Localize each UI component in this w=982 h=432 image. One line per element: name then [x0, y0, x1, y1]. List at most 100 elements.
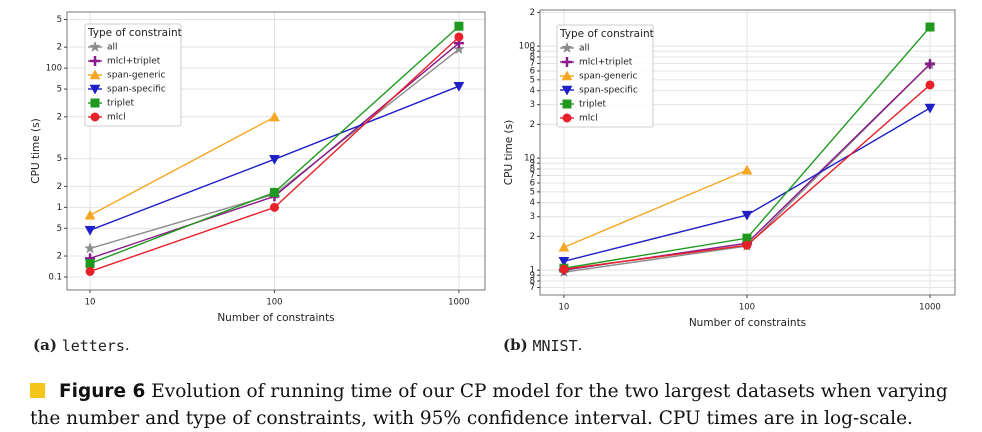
y-tick-label: 4: [530, 198, 535, 208]
y-tick-label: 100: [46, 64, 62, 74]
marker: [269, 202, 279, 212]
subcaption: (b) MNIST.: [503, 336, 582, 355]
marker: [562, 57, 572, 67]
legend-box: [84, 23, 182, 127]
marker: [90, 112, 100, 122]
marker: [742, 240, 752, 250]
y-tick-label: 5: [530, 75, 535, 85]
x-tick-label: 1000: [448, 298, 470, 308]
y-tick-label: 7: [530, 59, 535, 69]
y-tick-label: 4: [530, 86, 535, 96]
marker: [89, 69, 101, 80]
marker: [924, 103, 936, 114]
marker: [453, 81, 465, 92]
marker: [85, 266, 95, 276]
legend-label: triplet: [579, 100, 606, 110]
y-tick-label: 9: [530, 159, 535, 169]
y-tick-label: 7: [530, 283, 535, 293]
x-axis-label: Number of constraints: [217, 312, 334, 324]
marker: [84, 242, 96, 254]
plot-frame: [539, 9, 956, 296]
marker: [454, 21, 464, 31]
caption-text: Evolution of running time of our CP mode…: [30, 381, 948, 429]
series-line: [89, 116, 275, 216]
marker: [90, 98, 100, 108]
y-tick-label: 5: [57, 85, 62, 95]
marker: [561, 85, 573, 96]
series-line: [563, 169, 748, 248]
legend-label: mlcl+triplet: [579, 58, 633, 68]
y-tick-label: 2: [57, 43, 62, 53]
legend-title: Type of constraint: [87, 27, 182, 39]
subcaption-part: (b): [503, 336, 528, 354]
y-tick-label: 5: [57, 15, 62, 25]
y-tick-label: 8: [530, 52, 535, 62]
marker: [89, 84, 101, 95]
y-tick-label: 2: [57, 252, 62, 262]
x-tick-label: 100: [739, 303, 755, 313]
legend-box: [556, 24, 654, 128]
marker: [561, 41, 573, 54]
subcaption: (a) letters.: [33, 336, 130, 355]
marker: [741, 210, 753, 221]
y-tick-label: 5: [57, 154, 62, 164]
marker: [558, 241, 570, 252]
y-tick-label: 2: [530, 232, 535, 242]
marker: [559, 264, 569, 274]
marker: [562, 99, 572, 109]
y-tick-label: 2: [57, 112, 62, 122]
y-tick-label: 2: [530, 120, 535, 130]
y-tick-label: 2: [530, 8, 535, 18]
marker: [454, 32, 464, 42]
y-axis-label: CPU time (s): [503, 120, 515, 185]
y-tick-label: 1: [530, 266, 535, 276]
y-tick-label: 0.1: [48, 272, 62, 282]
marker: [269, 187, 279, 197]
marker: [558, 257, 570, 267]
marker: [89, 40, 101, 53]
legend-label: span-generic: [107, 71, 166, 81]
y-tick-label: 1: [57, 203, 62, 213]
marker: [562, 113, 572, 123]
x-tick-label: 10: [559, 303, 570, 313]
figure-label: Figure 6: [59, 381, 146, 402]
x-tick-label: 1000: [919, 303, 941, 313]
y-tick-label: 6: [530, 66, 535, 76]
marker: [925, 80, 935, 90]
subcaption-part: (a): [33, 336, 57, 354]
legend-label: span-specific: [579, 86, 638, 96]
y-tick-label: 3: [530, 100, 535, 110]
y-tick-label: 7: [530, 171, 535, 181]
marker: [741, 164, 753, 175]
y-tick-label: 100: [519, 42, 535, 52]
subcaption-part: .: [125, 336, 130, 354]
figure: 5 2 100 5 2 5 2 1 5 2 0.1 10 100 1000 Number of constr…: [30, 8, 956, 355]
y-tick-label: 10: [524, 154, 535, 164]
plot-frame: [66, 11, 486, 291]
marker: [84, 225, 96, 236]
figure-caption: Figure 6 Evolution of running time of ou…: [30, 378, 965, 432]
marker: [561, 70, 573, 81]
legend-label: span-generic: [579, 72, 638, 82]
legend-label: triplet: [107, 99, 134, 109]
y-tick-label: 8: [530, 277, 535, 287]
marker: [924, 59, 935, 70]
x-tick-label: 10: [85, 298, 96, 308]
y-tick-label: 9: [530, 47, 535, 57]
subcaption-part: letters: [62, 337, 125, 355]
y-tick-label: 5: [530, 187, 535, 197]
marker: [925, 22, 935, 32]
legend-label: mlcl: [107, 113, 126, 123]
marker: [269, 155, 280, 165]
y-tick-label: 2: [57, 182, 62, 192]
marker: [90, 56, 100, 66]
legend-label: all: [107, 43, 118, 53]
legend-label: span-specific: [107, 85, 166, 95]
legend-label: mlcl+triplet: [107, 57, 161, 67]
subcaption-part: .: [578, 336, 583, 354]
y-tick-label: 3: [530, 212, 535, 222]
y-tick-label: 9: [530, 271, 535, 281]
legend-label: all: [579, 44, 590, 54]
subcaption-part: MNIST: [532, 337, 577, 355]
